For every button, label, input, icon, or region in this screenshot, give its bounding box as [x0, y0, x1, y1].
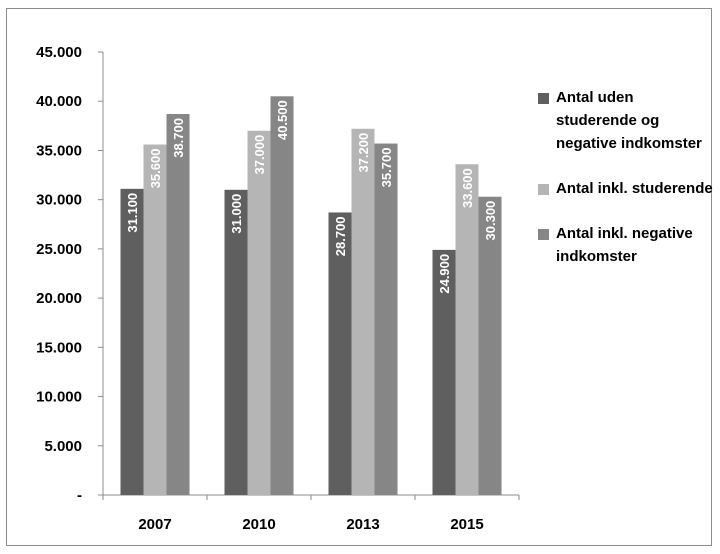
y-tick-label: 25.000 [36, 241, 82, 258]
legend-swatch-series-1 [538, 93, 549, 104]
data-label-series-2-2007: 35.600 [148, 149, 163, 189]
chart-legend: Antal uden studerende og negative indkom… [538, 86, 718, 290]
data-label-series-2-2013: 37.200 [356, 133, 371, 173]
data-label-series-1-2013: 28.700 [333, 216, 348, 256]
bar-series-3-2007 [166, 114, 190, 496]
bar-series-2-2015 [455, 164, 479, 495]
x-tick-label: 2013 [346, 516, 379, 533]
bar-series-2-2013 [351, 128, 375, 495]
x-tick-label: 2015 [450, 516, 483, 533]
x-tick-label: 2010 [242, 516, 275, 533]
data-label-series-3-2015: 30.300 [483, 201, 498, 241]
data-label-series-1-2010: 31.000 [229, 194, 244, 234]
bar-series-3-2013 [374, 143, 398, 495]
chart-bars [120, 96, 502, 496]
y-tick-label: 40.000 [36, 93, 82, 110]
y-tick-label: - [77, 487, 82, 504]
legend-label-series-2: Antal inkl. studerende [556, 180, 713, 197]
data-label-series-2-2010: 37.000 [252, 135, 267, 175]
x-tick-label: 2007 [138, 516, 171, 533]
y-tick-label: 10.000 [36, 389, 82, 406]
legend-label-series-1: Antal uden studerende og negative indkom… [556, 89, 702, 152]
bar-series-1-2010 [224, 189, 248, 496]
y-tick-label: 20.000 [36, 290, 82, 307]
legend-item-series-3: Antal inkl. negative indkomster [538, 222, 718, 268]
data-label-series-1-2007: 31.100 [125, 193, 140, 233]
legend-swatch-series-2 [538, 184, 549, 195]
data-label-series-3-2013: 35.700 [379, 148, 394, 188]
bar-series-2-2007 [143, 144, 167, 495]
bar-series-3-2010 [270, 96, 294, 496]
chart-axes: - 5.000 10.000 15.000 20.000 25.000 30.000 35.0… [36, 44, 520, 533]
bar-series-1-2015 [432, 249, 456, 495]
data-label-series-3-2010: 40.500 [275, 100, 290, 140]
bar-series-2-2010 [247, 130, 271, 495]
bar-series-1-2013 [328, 212, 352, 495]
bar-series-3-2015 [478, 196, 502, 496]
bar-series-1-2007 [120, 188, 144, 496]
y-tick-label: 45.000 [36, 44, 82, 61]
chart-data-labels: 31.100 31.000 28.700 24.900 35.600 37.000 37.2… [125, 100, 498, 293]
y-tick-label: 5.000 [44, 438, 82, 455]
y-tick-label: 35.000 [36, 142, 82, 159]
data-label-series-1-2015: 24.900 [437, 254, 452, 294]
legend-swatch-series-3 [538, 229, 549, 240]
data-label-series-2-2015: 33.600 [460, 168, 475, 208]
legend-item-series-2: Antal inkl. studerende [538, 177, 718, 200]
data-label-series-3-2007: 38.700 [171, 118, 186, 158]
legend-label-series-3: Antal inkl. negative indkomster [556, 225, 693, 265]
y-tick-label: 15.000 [36, 339, 82, 356]
legend-item-series-1: Antal uden studerende og negative indkom… [538, 86, 718, 155]
y-tick-label: 30.000 [36, 192, 82, 209]
